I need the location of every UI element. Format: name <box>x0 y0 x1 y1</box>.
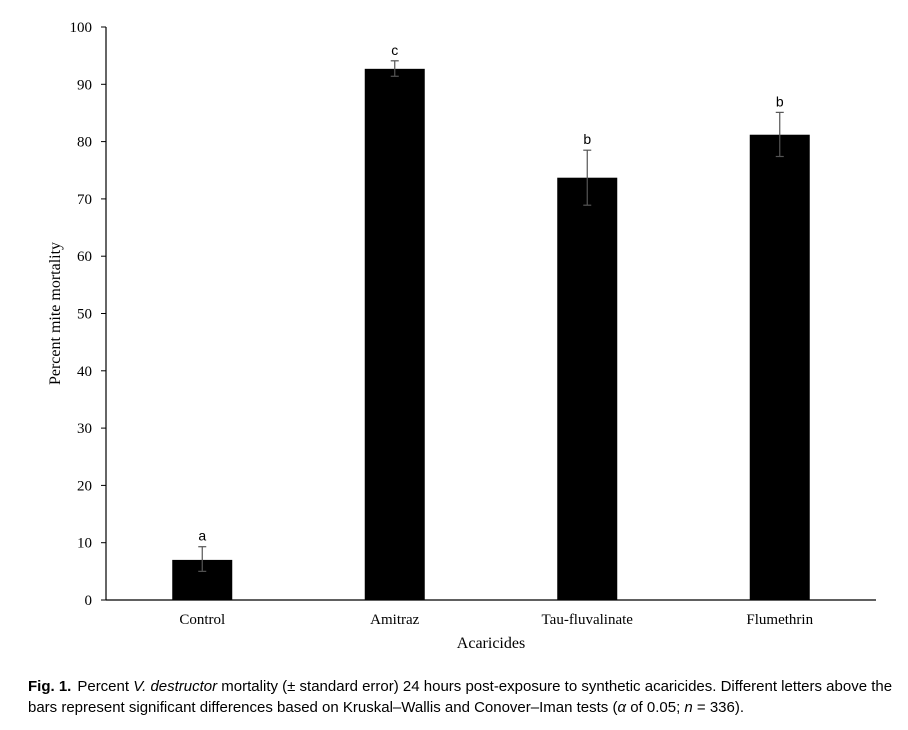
caption-text-1: Percent <box>77 678 134 695</box>
x-tick-label: Tau-fluvalinate <box>542 612 634 628</box>
significance-letter: a <box>198 528 206 544</box>
x-tick-label: Flumethrin <box>746 612 813 628</box>
bar <box>557 177 618 600</box>
caption-n: n <box>684 699 693 716</box>
y-axis-ticks: 0 10 20 30 40 50 60 70 80 90 100 <box>70 20 106 609</box>
x-axis-title: Acaricides <box>457 635 525 652</box>
y-tick-label: 20 <box>77 478 92 494</box>
significance-letter: b <box>776 93 784 109</box>
bar <box>364 68 425 601</box>
x-axis-labels: Control Amitraz Tau-fluvalinate Flumethrin <box>179 612 813 628</box>
y-tick-label: 90 <box>77 77 92 93</box>
bar-chart: 0 10 20 30 40 50 60 70 80 90 100 a c b b Control Amitr… <box>47 20 876 652</box>
caption-text-3: of 0.05; <box>626 699 685 716</box>
caption-text-2: mortality (± standard error) 24 hours po… <box>28 678 893 716</box>
error-bar <box>775 111 784 158</box>
y-tick-label: 0 <box>85 593 93 609</box>
y-tick-label: 30 <box>77 421 92 437</box>
caption-text-4: = 336). <box>692 699 745 716</box>
y-tick-label: 100 <box>70 20 93 36</box>
y-tick-label: 10 <box>77 536 92 552</box>
y-tick-label: 40 <box>77 364 92 380</box>
figure-label: Fig. 1. <box>28 678 72 695</box>
significance-letter: b <box>583 131 591 147</box>
bars-group: a c b b <box>172 42 810 601</box>
error-bar <box>390 60 399 77</box>
significance-letter: c <box>391 42 398 58</box>
y-axis-title: Percent mite mortality <box>47 242 64 385</box>
y-tick-label: 70 <box>77 192 92 208</box>
caption-alpha: α <box>617 699 627 716</box>
y-tick-label: 50 <box>77 307 92 323</box>
error-bar <box>198 546 207 572</box>
y-tick-label: 60 <box>77 249 92 265</box>
y-tick-label: 80 <box>77 135 92 151</box>
error-bar <box>583 149 592 206</box>
caption-species: V. destructor <box>133 678 218 695</box>
figure-caption: Fig. 1. Percent V. destructor mortality (… <box>28 676 900 718</box>
x-tick-label: Control <box>179 612 225 628</box>
bar <box>749 134 810 600</box>
x-tick-label: Amitraz <box>370 612 419 628</box>
